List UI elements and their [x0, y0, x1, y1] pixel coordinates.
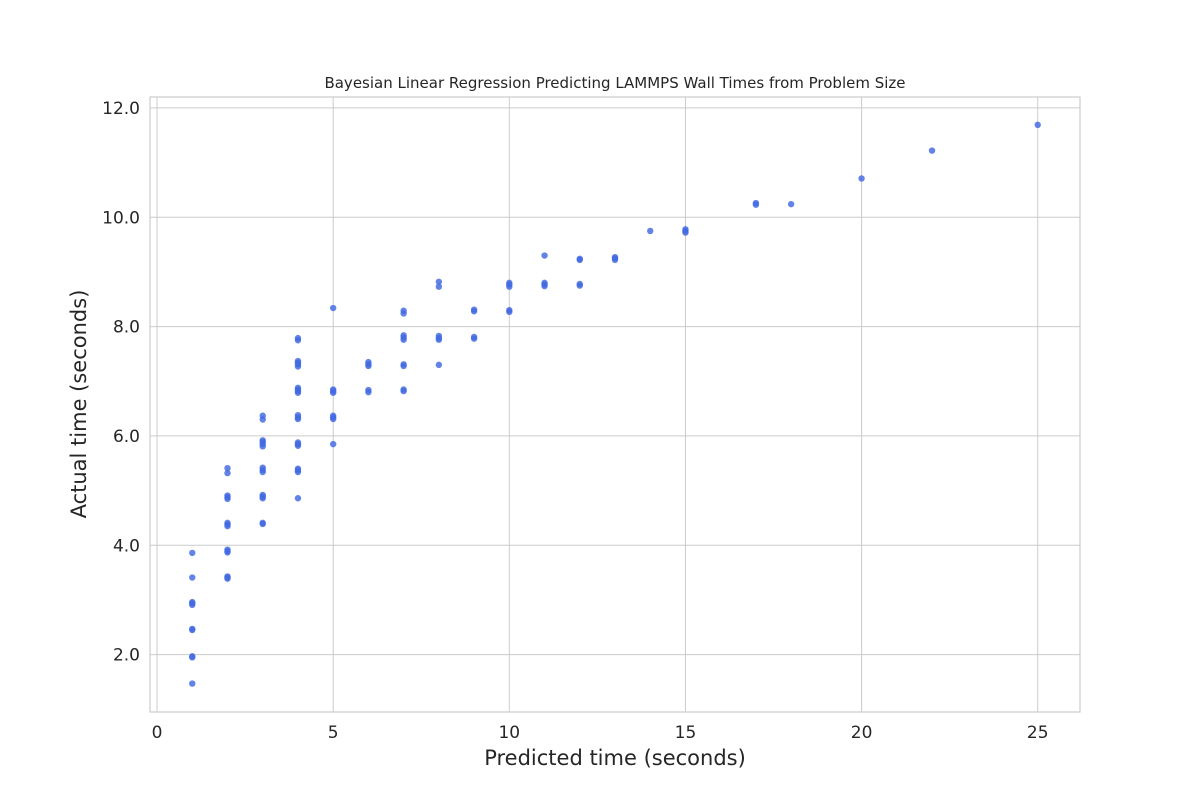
data-point: [329, 412, 337, 419]
data-points: [189, 121, 1041, 687]
data-point: [576, 255, 583, 263]
data-point: [435, 278, 443, 285]
data-point: [1034, 121, 1041, 129]
data-point: [189, 653, 196, 660]
data-point: [189, 625, 196, 633]
x-tick-label: 20: [851, 723, 873, 743]
data-point: [259, 412, 266, 419]
data-point: [858, 175, 865, 182]
x-axis-label: Predicted time (seconds): [484, 746, 746, 770]
y-tick-label: 6.0: [113, 427, 140, 447]
data-point: [435, 332, 443, 340]
data-point: [647, 227, 654, 235]
data-point: [294, 334, 302, 342]
data-point: [400, 332, 407, 339]
y-tick-label: 4.0: [113, 536, 140, 556]
data-point: [294, 357, 302, 365]
data-point: [470, 333, 478, 341]
data-point: [329, 440, 337, 448]
data-point: [259, 464, 266, 471]
data-point: [224, 464, 231, 472]
data-point: [435, 283, 443, 290]
data-point: [400, 361, 407, 368]
data-point: [224, 573, 231, 580]
y-gridlines: [150, 107, 1080, 656]
data-point: [329, 386, 337, 393]
data-point: [400, 386, 407, 393]
data-point: [400, 307, 407, 314]
data-point: [329, 304, 337, 312]
data-point: [506, 279, 513, 287]
data-point: [259, 519, 266, 527]
data-point: [435, 361, 443, 369]
data-point: [576, 280, 583, 288]
y-tick-labels: 2.0 4.0 6.0 8.0 10.0 12.0: [102, 99, 140, 666]
y-tick-label: 2.0: [113, 646, 140, 666]
data-point: [189, 680, 196, 687]
y-tick-label: 8.0: [113, 318, 140, 338]
data-point: [365, 358, 372, 366]
plot-area-frame: [149, 96, 1081, 713]
data-point: [541, 279, 548, 287]
data-point: [682, 226, 689, 233]
data-point: [189, 598, 196, 606]
x-tick-labels: 0 5 10 15 20 25: [152, 723, 1049, 743]
data-point: [294, 495, 302, 502]
x-gridlines: [156, 97, 1039, 712]
data-point: [294, 465, 302, 472]
data-point: [189, 574, 196, 581]
y-axis-label: Actual time (seconds): [67, 290, 91, 519]
data-point: [752, 199, 760, 207]
data-point: [506, 307, 513, 314]
data-point: [259, 491, 266, 499]
y-tick-label: 12.0: [102, 99, 140, 119]
data-point: [541, 252, 548, 259]
data-point: [189, 549, 196, 557]
data-point: [224, 546, 231, 553]
x-tick-label: 0: [152, 723, 163, 743]
x-tick-label: 5: [328, 723, 339, 743]
x-tick-label: 25: [1027, 723, 1049, 743]
data-point: [259, 437, 266, 444]
data-point: [787, 200, 795, 208]
data-point: [294, 439, 302, 446]
chart-title: Bayesian Linear Regression Predicting LA…: [324, 74, 905, 92]
data-point: [224, 492, 231, 499]
data-point: [224, 519, 231, 527]
x-tick-label: 15: [675, 723, 697, 743]
data-point: [470, 306, 478, 313]
y-tick-label: 10.0: [102, 208, 140, 228]
data-point: [294, 411, 302, 419]
data-point: [611, 253, 619, 261]
data-point: [365, 386, 372, 394]
x-tick-label: 10: [498, 723, 520, 743]
data-point: [224, 469, 231, 477]
data-point: [928, 147, 936, 154]
data-point: [294, 384, 302, 392]
